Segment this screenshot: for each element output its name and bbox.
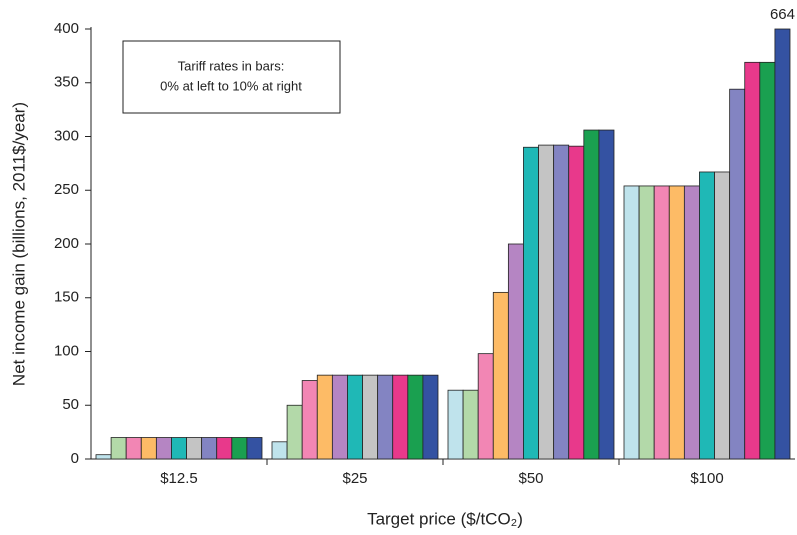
bar [477, 353, 494, 460]
y-tick-label: 200 [54, 235, 79, 252]
y-tick-label: 100 [54, 342, 79, 359]
bar [538, 144, 555, 460]
bar [422, 374, 439, 460]
x-tick-label: $50 [518, 470, 543, 487]
bar [331, 374, 348, 460]
bar [447, 389, 464, 460]
y-tick-label: 300 [54, 127, 79, 144]
bar [362, 374, 379, 460]
bar [523, 146, 539, 460]
bar [125, 437, 142, 460]
bar [201, 437, 218, 460]
bar [392, 374, 409, 460]
annotation: 0% at left to 10% at right [160, 78, 302, 93]
bar [155, 437, 172, 460]
bar [598, 129, 615, 460]
bar [286, 404, 303, 460]
annotation-box [122, 40, 341, 114]
y-tick-label: 350 [54, 74, 79, 91]
bar [301, 380, 318, 460]
bar [140, 437, 157, 460]
x-tick-label: $12.5 [160, 470, 198, 487]
bar [377, 374, 394, 460]
bar [231, 437, 248, 460]
bar [462, 389, 479, 460]
bar [216, 437, 233, 460]
y-axis-label: Net income gain (billions, 2011$/year) [9, 102, 28, 386]
bar [507, 243, 524, 460]
bar [668, 185, 685, 460]
x-tick-label: $25 [342, 470, 367, 487]
x-axis-label: Target price ($/tCO₂) [367, 509, 523, 528]
bar [583, 129, 600, 460]
bar [568, 145, 585, 460]
bar [759, 61, 776, 460]
bar [110, 437, 127, 460]
bar [171, 437, 187, 460]
bar [774, 28, 791, 460]
value-label: 664 [770, 6, 795, 23]
bar [653, 185, 670, 460]
bar [407, 374, 424, 460]
bar [347, 374, 363, 460]
bar [186, 437, 203, 460]
bar [638, 185, 655, 460]
bar [95, 454, 112, 460]
y-tick-label: 150 [54, 289, 79, 306]
y-tick-label: 50 [62, 396, 79, 413]
bar [699, 171, 715, 460]
y-tick-label: 250 [54, 181, 79, 198]
bar [246, 437, 263, 460]
bar [553, 144, 570, 460]
bar [316, 374, 333, 460]
annotation: Tariff rates in bars: [178, 58, 285, 73]
bar [729, 88, 746, 460]
bar [744, 61, 761, 460]
bar [683, 185, 700, 460]
y-tick-label: 0 [71, 450, 79, 467]
bar [271, 441, 288, 460]
bar [623, 185, 640, 460]
bar [714, 171, 731, 460]
bar [492, 291, 509, 460]
x-tick-label: $100 [690, 470, 723, 487]
y-tick-label: 400 [54, 20, 79, 37]
